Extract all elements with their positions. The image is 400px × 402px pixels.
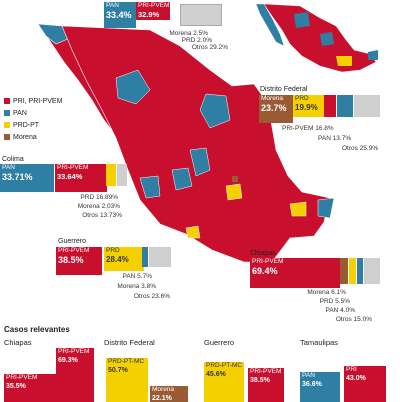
df-pri-label: PRI-PVEM 16.8% — [282, 125, 334, 132]
legend-item-pan: PAN — [4, 110, 27, 117]
inset-national-map — [255, 3, 378, 73]
df-otros-bar — [354, 95, 380, 117]
national-otros-label: Otros 29.2% — [191, 44, 228, 51]
colima-prd-label: PRD 16.89% — [80, 194, 118, 201]
inset-mainland — [263, 3, 377, 73]
national-pri-value: 32.9% — [138, 9, 160, 19]
df-morena-box: Morena 23.7% — [259, 95, 293, 123]
legend-swatch-prd — [4, 122, 10, 129]
case-chiapas-item-2: PRI-PVEM 35.5% — [4, 374, 56, 402]
inset-prd-1 — [336, 56, 352, 66]
case-guerrero-title: Guerrero — [204, 338, 235, 347]
colima-morena-label: Morena 2.03% — [77, 203, 120, 210]
colima-otros-bar — [117, 164, 127, 186]
national-morena-label: Morena 2.5% — [169, 30, 208, 37]
guerrero-pan-bar — [142, 247, 148, 267]
case-guerrero-item-1: PRD-PT-MC 45.6% — [204, 362, 244, 402]
national-otros-bar — [180, 4, 222, 26]
case-chiapas-item-1: PRI-PVEM 69.3% — [56, 348, 94, 402]
legend-swatch-pri — [4, 98, 10, 105]
guerrero-pan-label: PAN 5.7% — [122, 273, 152, 280]
colima-otros-label: Otros 13.73% — [82, 212, 122, 219]
prd-region-center — [225, 183, 243, 201]
guerrero-pri-box: PRI-PVEM 38.5% — [56, 247, 102, 275]
guerrero-prd-box: PRD 28.4% — [104, 247, 144, 271]
case-tamaulipas-title: Tamaulipas — [300, 338, 338, 347]
guerrero-otros-label: Otros 23.6% — [133, 293, 170, 300]
chiapas-title: Chiapas — [250, 250, 276, 257]
pan-region-north — [115, 69, 151, 105]
case-chiapas-title: Chiapas — [4, 338, 32, 347]
df-pri-bar — [324, 95, 336, 117]
pan-region-west — [139, 175, 161, 199]
cases-title: Casos relevantes — [4, 325, 70, 334]
morena-region — [232, 176, 238, 182]
chiapas-morena-label: Morena 6.1% — [307, 289, 346, 296]
chiapas-prd-label: PRD 5.5% — [319, 298, 350, 305]
chiapas-otros-bar — [364, 258, 380, 284]
inset-pan-2 — [320, 32, 334, 46]
case-df-title: Distrito Federal — [104, 338, 155, 347]
df-pan-label: PAN 13.7% — [318, 135, 352, 142]
case-tamaulipas-item-1: PAN 36.6% — [300, 372, 340, 402]
guerrero-morena-label: Morena 3.8% — [117, 283, 156, 290]
inset-pan-3 — [368, 50, 378, 60]
guerrero-otros-bar — [149, 247, 171, 267]
colima-pan-box: PAN 33.71% — [0, 164, 54, 192]
inset-pan-1 — [294, 12, 310, 28]
legend-swatch-morena — [4, 134, 10, 141]
national-pri-name: PRI-PVEM — [138, 2, 170, 9]
pan-region-yucatan — [317, 197, 335, 219]
chiapas-pan-label: PAN 4.0% — [325, 307, 355, 314]
national-pri-box: PRI-PVEM 32.9% — [136, 2, 170, 20]
national-pan-name: PAN — [106, 2, 119, 9]
national-pan-value: 33.4% — [106, 9, 132, 20]
pan-region-northeast — [199, 93, 231, 129]
df-prd-box: PRD 19.9% — [293, 95, 325, 117]
baja-california-north — [37, 23, 71, 45]
case-df-item-1: PRD-PT-MC 50.7% — [106, 358, 148, 402]
national-prd-label: PRD 2.0% — [181, 37, 212, 44]
case-df-item-2: Morena 22.1% — [150, 386, 188, 402]
legend-item-pri: PRI, PRI-PVEM — [4, 98, 62, 105]
df-title: Distrito Federal — [260, 86, 308, 93]
chiapas-morena-bar — [340, 258, 348, 284]
colima-prd-bar — [106, 164, 116, 186]
national-pan-box: PAN 33.4% — [104, 2, 136, 28]
case-tamaulipas-item-2: PRI 43.0% — [344, 366, 386, 402]
colima-title: Colima — [2, 156, 24, 163]
legend-item-morena: Morena — [4, 134, 37, 141]
case-guerrero-item-2: PRI-PVEM 38.5% — [248, 368, 284, 402]
df-pan-bar — [337, 95, 353, 117]
df-otros-label: Otros 25.9% — [342, 145, 379, 152]
legend-swatch-pan — [4, 110, 10, 117]
prd-region-south — [289, 201, 307, 217]
inset-peninsula — [255, 3, 285, 47]
chiapas-pan-bar — [357, 258, 363, 284]
pan-region-bajio — [171, 167, 193, 191]
colima-pri-box: PRI-PVEM 33.64% — [55, 164, 107, 192]
legend-item-prd: PRD-PT — [4, 122, 39, 129]
chiapas-pri-box: PRI-PVEM 69.4% — [250, 258, 340, 288]
chiapas-prd-bar — [349, 258, 356, 284]
chiapas-otros-label: Otros 15.0% — [335, 316, 372, 323]
pan-region-center — [189, 147, 211, 177]
prd-region-guerrero — [185, 225, 201, 239]
guerrero-title: Guerrero — [58, 238, 87, 245]
